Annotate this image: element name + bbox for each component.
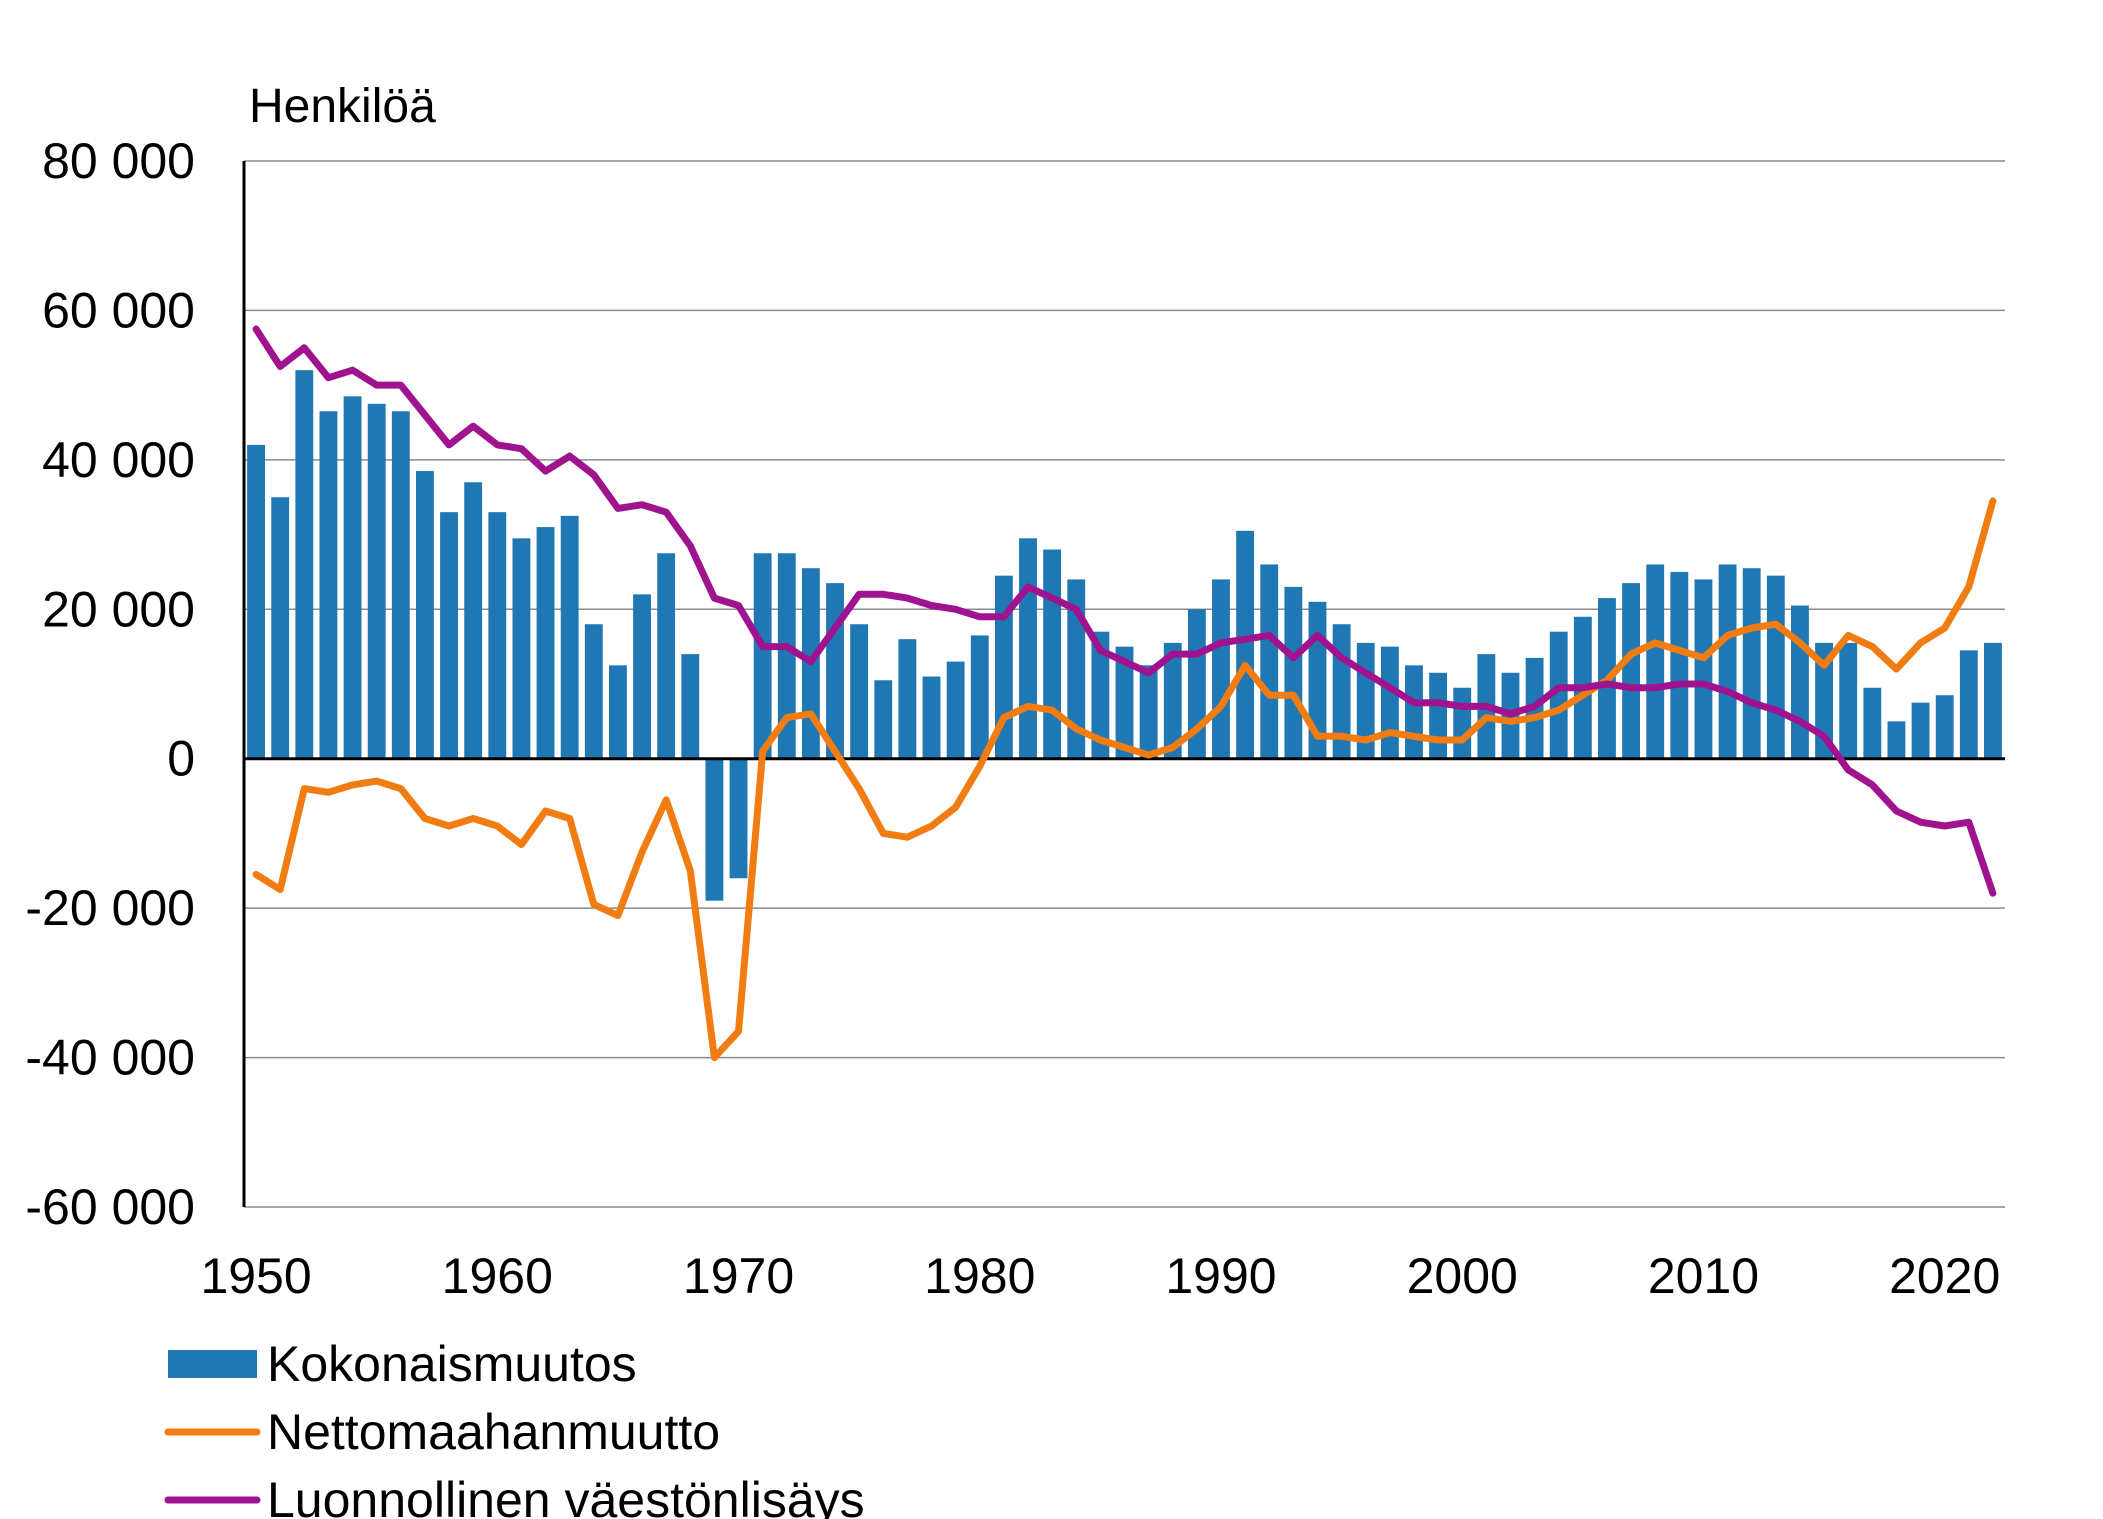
series-line-0 [252, 497, 1997, 1062]
legend: Kokonaismuutos Nettomaahanmuutto Luonnolli… [164, 1336, 865, 1519]
bar [1236, 530, 1255, 759]
bar [488, 512, 507, 759]
bar [1984, 642, 2002, 759]
bar [874, 680, 893, 759]
bar [295, 370, 314, 759]
x-tick-label: 1970 [683, 1248, 794, 1304]
bar [1863, 687, 1882, 759]
x-tick-label: 1950 [200, 1248, 311, 1304]
bar [415, 471, 434, 759]
bar [1911, 702, 1930, 759]
bar [1718, 564, 1737, 759]
x-axis-ticks: 1950 1960 1970 1980 1990 2000 2010 2020 [200, 1248, 2000, 1304]
bar [681, 654, 700, 759]
bar [1670, 571, 1689, 759]
bar [1549, 631, 1568, 759]
bar [705, 758, 724, 901]
series-line-1 [252, 325, 1997, 897]
x-tick-label: 1980 [924, 1248, 1035, 1304]
bar [440, 512, 458, 759]
bar [1887, 721, 1906, 759]
bar [946, 661, 965, 759]
legend-swatch-bar [168, 1350, 257, 1378]
bar [1646, 564, 1665, 759]
bar [464, 482, 483, 759]
bar [319, 411, 338, 759]
bar [1019, 538, 1037, 759]
bar [1791, 605, 1809, 759]
bar [608, 665, 627, 759]
bar [826, 583, 844, 759]
legend-label: Luonnollinen väestönlisäys [267, 1472, 865, 1519]
bar [536, 527, 555, 759]
y-tick-label: -20 000 [25, 880, 195, 936]
y-axis-unit-label: Henkilöä [249, 80, 436, 133]
bar [343, 396, 362, 759]
y-tick-label: 0 [167, 731, 195, 787]
x-tick-label: 1960 [442, 1248, 553, 1304]
bar [560, 515, 579, 759]
bar [584, 624, 603, 759]
bar [367, 403, 386, 759]
x-tick-label: 1990 [1165, 1248, 1276, 1304]
bar [1260, 564, 1279, 759]
bar [512, 538, 531, 759]
bar [1839, 642, 1858, 759]
bar [1067, 579, 1086, 759]
bar [1935, 695, 1954, 759]
y-axis-ticks: 80 000 60 000 40 000 20 000 0 -20 000 -40 000 -… [25, 133, 195, 1235]
y-tick-label: 40 000 [42, 432, 195, 488]
legend-label: Kokonaismuutos [267, 1336, 637, 1392]
bar [970, 635, 989, 759]
bar [850, 624, 869, 759]
y-tick-label: 60 000 [42, 282, 195, 338]
y-tick-label: 20 000 [42, 581, 195, 637]
bar [777, 553, 796, 759]
y-tick-label: 80 000 [42, 133, 195, 189]
bar [1163, 642, 1182, 759]
bar [1115, 646, 1134, 759]
x-tick-label: 2000 [1407, 1248, 1518, 1304]
bar [1043, 549, 1062, 759]
bar [1212, 579, 1230, 759]
bar [1622, 583, 1641, 759]
legend-label: Nettomaahanmuutto [267, 1404, 720, 1460]
bar [1453, 687, 1472, 759]
bar [1284, 586, 1303, 759]
y-tick-label: -40 000 [25, 1030, 195, 1086]
bar [247, 444, 265, 759]
bar [1405, 665, 1423, 759]
bar [271, 497, 290, 759]
y-tick-label: -60 000 [25, 1179, 195, 1235]
bar [1959, 650, 1978, 759]
bar [633, 594, 651, 759]
bar [898, 639, 917, 759]
bar [753, 553, 772, 759]
bar [1429, 672, 1448, 759]
bar [1766, 575, 1785, 759]
bar [1091, 631, 1110, 759]
line-series [252, 325, 1997, 1062]
x-tick-label: 2020 [1889, 1248, 2000, 1304]
bar [729, 758, 748, 879]
bar [391, 411, 410, 759]
bar [1380, 646, 1399, 759]
bar [657, 553, 676, 759]
bar [1694, 579, 1713, 759]
bar [1742, 568, 1761, 759]
bar [1139, 665, 1158, 759]
bar [922, 676, 941, 759]
x-tick-label: 2010 [1648, 1248, 1759, 1304]
